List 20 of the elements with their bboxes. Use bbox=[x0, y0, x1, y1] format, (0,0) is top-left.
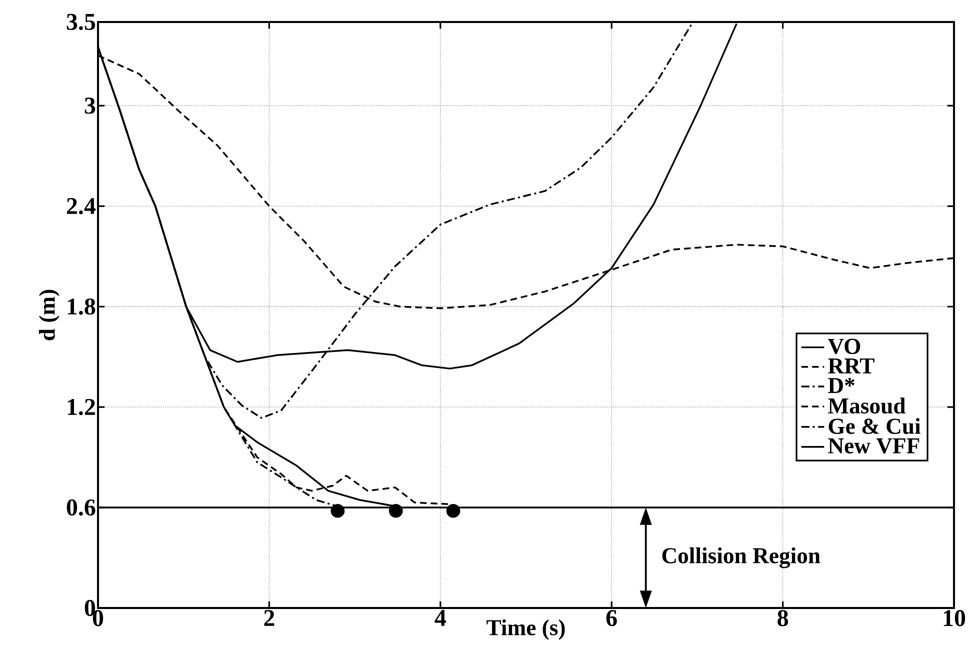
annotation: Collision Region bbox=[662, 547, 820, 568]
x-tick-label: 8 bbox=[778, 610, 788, 626]
y-tick-label: 2.4 bbox=[66, 198, 96, 214]
legend-label: VO bbox=[828, 338, 860, 354]
x-tick-label: 6 bbox=[606, 610, 617, 626]
y-tick-label: 3.5 bbox=[66, 14, 96, 30]
y-tick-label: 1.8 bbox=[68, 298, 96, 315]
legend-label: RRT bbox=[828, 358, 874, 374]
legend-label: Ge & Cui bbox=[828, 418, 920, 434]
y-axis-title: d (m) bbox=[38, 290, 60, 340]
legend-label: New VFF bbox=[828, 438, 920, 454]
legend-label: D* bbox=[828, 378, 854, 393]
legend-label: Masoud bbox=[828, 398, 906, 414]
y-tick-label: 0.6 bbox=[66, 499, 96, 516]
x-axis-title: Time (s) bbox=[486, 619, 565, 640]
x-tick-label: 10 bbox=[944, 610, 966, 626]
y-tick-label: 1.2 bbox=[68, 398, 95, 416]
x-tick-label: 4 bbox=[434, 610, 446, 626]
y-tick-label: 3 bbox=[84, 98, 96, 114]
x-tick-label: 2 bbox=[264, 610, 274, 626]
